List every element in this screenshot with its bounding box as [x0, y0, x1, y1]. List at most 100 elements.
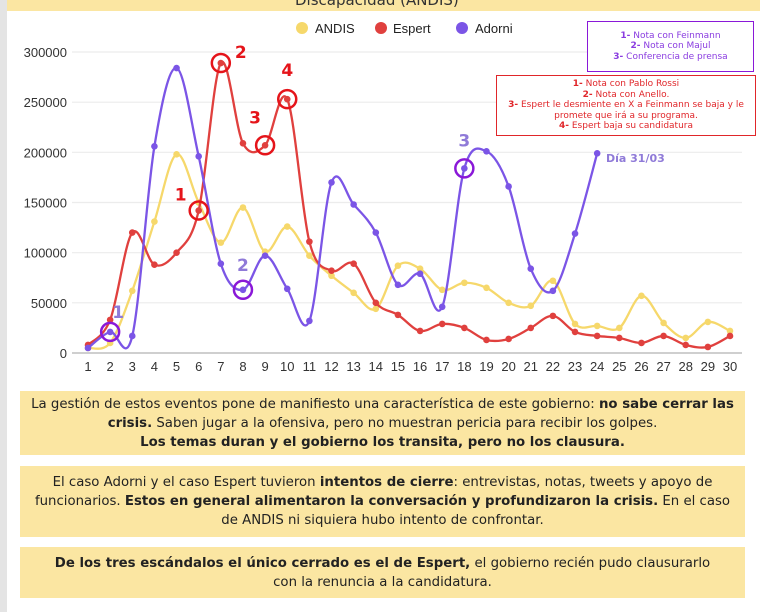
- x-tick-label: 23: [568, 359, 582, 374]
- y-tick-label: 250000: [24, 95, 67, 110]
- data-point-adorni: [195, 153, 202, 160]
- adorni-annotation-legend: 1- Nota con Feinmann 2- Nota con Majul 3…: [587, 21, 754, 72]
- x-tick-label: 28: [678, 359, 692, 374]
- data-point-espert: [328, 267, 335, 275]
- data-point-andis: [416, 265, 424, 273]
- espert-legend-item: 1- Nota con Pablo Rossi: [572, 79, 680, 90]
- data-point-andis: [483, 284, 490, 292]
- data-point-espert: [394, 311, 402, 319]
- adorni-annotation-circle: [232, 279, 254, 301]
- data-point-adorni: [461, 165, 468, 172]
- espert-legend-item: 3- Espert le desmiente en X a Feinmann s…: [508, 100, 744, 121]
- x-tick-label: 18: [457, 359, 471, 374]
- data-point-adorni: [527, 265, 535, 273]
- note-box-1: La gestión de estos eventos pone de mani…: [20, 391, 745, 455]
- data-point-adorni: [593, 150, 601, 157]
- data-point-adorni: [84, 344, 92, 352]
- data-point-andis: [438, 286, 446, 294]
- data-point-espert: [239, 140, 247, 147]
- legend-swatch-espert: [375, 22, 387, 34]
- x-tick-label: 26: [634, 359, 648, 374]
- data-point-andis: [283, 223, 291, 230]
- data-point-andis: [682, 334, 690, 342]
- data-point-adorni: [571, 230, 579, 237]
- x-tick-label: 21: [524, 359, 538, 374]
- legend-label-andis: ANDIS: [315, 21, 355, 36]
- espert-annotation-circle: [210, 52, 232, 74]
- x-tick-label: 20: [501, 359, 515, 374]
- data-point-espert: [106, 316, 114, 324]
- data-point-espert: [616, 334, 623, 342]
- adorni-annotation-circle: [454, 158, 475, 179]
- data-point-andis: [394, 262, 402, 270]
- note-box-3: De los tres escándalos el único cerrado …: [20, 547, 745, 598]
- x-tick-label: 16: [413, 359, 427, 374]
- data-point-andis: [638, 292, 645, 300]
- data-point-adorni: [350, 201, 357, 208]
- x-tick-label: 29: [701, 359, 715, 374]
- x-tick-label: 5: [173, 359, 180, 374]
- data-point-adorni: [128, 332, 136, 340]
- espert-annotation-number: 2: [235, 43, 247, 63]
- data-point-espert: [549, 312, 557, 320]
- data-point-adorni: [483, 148, 490, 155]
- x-tick-label: 24: [590, 359, 604, 374]
- x-tick-label: 14: [369, 359, 383, 374]
- data-point-andis: [461, 279, 468, 287]
- data-point-andis: [726, 327, 734, 335]
- x-tick-label: 17: [435, 359, 449, 374]
- data-point-espert: [128, 229, 136, 236]
- series-line-andis: [87, 153, 731, 350]
- data-point-adorni: [173, 64, 180, 72]
- chart-title-bar: Discapacidad (ANDIS): [7, 0, 760, 11]
- data-point-espert: [372, 299, 380, 307]
- data-point-andis: [549, 277, 557, 285]
- data-point-espert: [438, 320, 446, 328]
- data-point-espert: [195, 207, 202, 214]
- data-point-adorni: [306, 317, 313, 325]
- adorni-annotation-number: 1: [112, 303, 124, 323]
- data-point-espert: [306, 238, 313, 245]
- data-point-espert: [660, 332, 667, 340]
- adorni-end-label: Día 31/03: [606, 152, 665, 165]
- data-point-adorni: [549, 287, 557, 295]
- data-point-espert: [283, 95, 291, 103]
- data-point-andis: [704, 318, 712, 326]
- data-point-espert: [483, 336, 490, 344]
- legend-swatch-andis: [296, 22, 308, 34]
- espert-annotation-legend: 1- Nota con Pablo Rossi 2- Nota con Anel…: [496, 75, 756, 136]
- adorni-legend-item: 2- Nota con Majul: [630, 41, 711, 52]
- data-point-adorni: [239, 286, 247, 294]
- data-point-espert: [682, 341, 690, 349]
- data-point-adorni: [261, 252, 269, 259]
- x-tick-label: 25: [612, 359, 626, 374]
- data-point-espert: [704, 343, 712, 351]
- data-point-adorni: [283, 285, 291, 293]
- x-tick-label: 10: [280, 359, 294, 374]
- data-point-andis: [350, 289, 357, 297]
- y-tick-label: 50000: [31, 296, 67, 311]
- page-edge: [0, 0, 7, 612]
- adorni-annotation-number: 3: [458, 131, 470, 151]
- x-tick-label: 12: [324, 359, 338, 374]
- data-point-espert: [638, 339, 645, 347]
- data-point-espert: [527, 324, 535, 332]
- x-tick-label: 19: [479, 359, 493, 374]
- data-point-adorni: [394, 281, 402, 289]
- data-point-andis: [571, 320, 579, 328]
- espert-annotation-circle: [254, 135, 276, 156]
- chart-title: Discapacidad (ANDIS): [295, 0, 459, 9]
- espert-annotation-circle: [188, 200, 209, 221]
- data-point-andis: [239, 204, 247, 211]
- x-tick-label: 13: [346, 359, 360, 374]
- data-point-adorni: [372, 229, 380, 236]
- data-point-espert: [593, 332, 601, 340]
- y-tick-label: 150000: [24, 196, 67, 211]
- data-point-adorni: [416, 270, 424, 278]
- data-point-espert: [350, 260, 357, 268]
- data-point-espert: [173, 249, 180, 256]
- data-point-andis: [660, 319, 667, 327]
- data-point-andis: [217, 239, 225, 246]
- x-tick-label: 8: [239, 359, 246, 374]
- legend-label-espert: Espert: [393, 21, 431, 36]
